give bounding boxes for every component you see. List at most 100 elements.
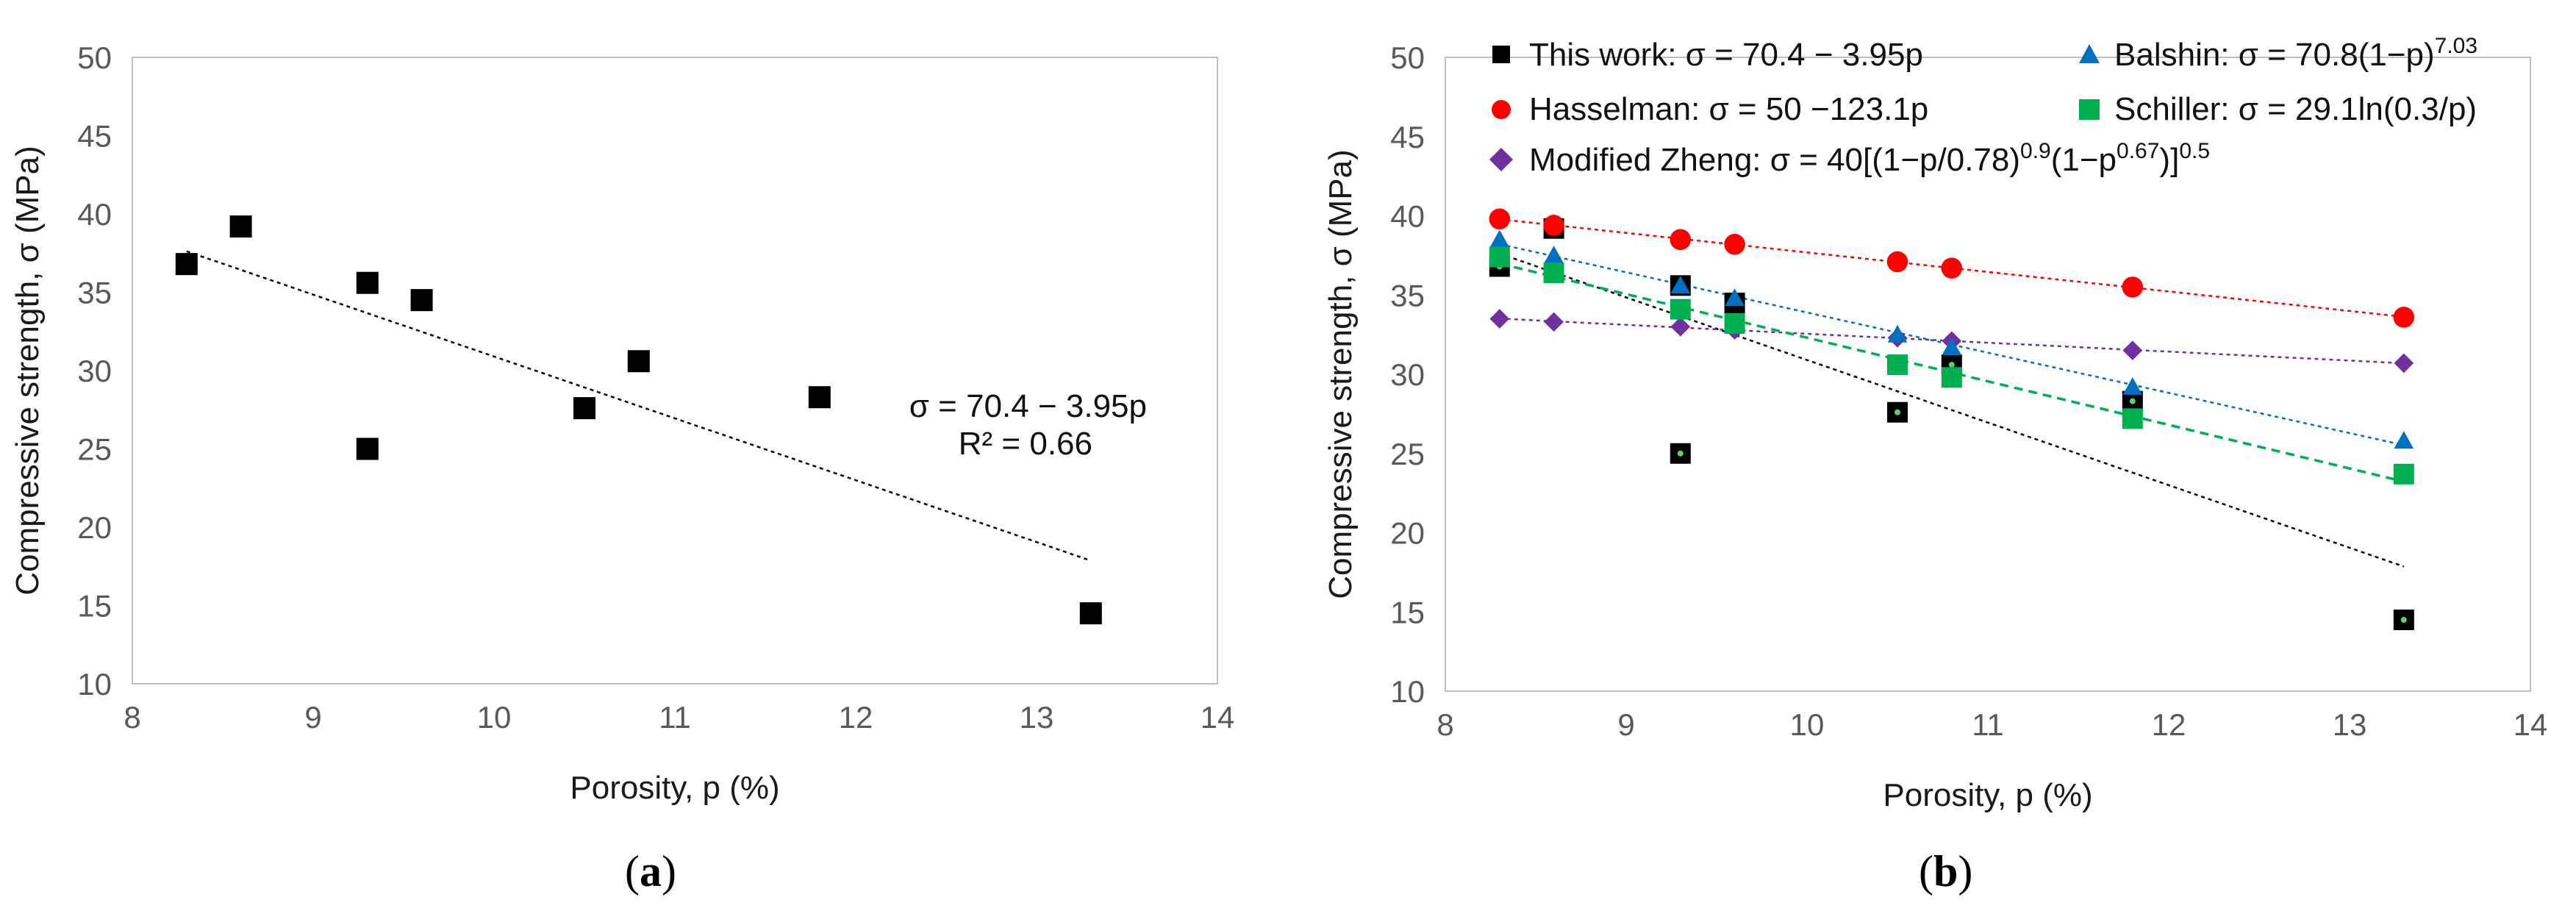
- y-tick-label-45: 45: [1390, 120, 1425, 154]
- panel-a-x-axis-title: Porosity, p (%): [570, 770, 779, 806]
- x-tick-label-14: 14: [2514, 707, 2548, 742]
- panel-b-point-hasselman: [1670, 229, 1692, 251]
- panel-b-point-modified-zheng: [2122, 340, 2143, 360]
- panel-b-point-this-work-center-dot: [2129, 398, 2136, 404]
- panel-b-point-this-work-center-dot: [2400, 617, 2407, 624]
- panel-b-point-modified-zheng: [1670, 317, 1691, 337]
- panel-b-plot-frame: [1445, 57, 2531, 692]
- legend-marker-schiller: [2079, 99, 2100, 120]
- panel-b-point-hasselman: [1543, 215, 1564, 236]
- panel-b-point-schiller: [1489, 246, 1510, 268]
- panel-a-point: [1079, 602, 1102, 625]
- panel-b-point-this-work-center-dot: [1895, 409, 1900, 415]
- x-tick-label-13: 13: [1020, 700, 1054, 735]
- x-tick-label-14: 14: [1201, 700, 1235, 735]
- y-tick-label-15: 15: [1390, 595, 1425, 629]
- y-tick-label-45: 45: [77, 119, 112, 154]
- legend-entry-schiller: Schiller: σ = 29.1ln(0.3/p): [2079, 91, 2477, 127]
- panel-b-point-this-work-center-dot: [1948, 362, 1955, 368]
- panel-b-x-tick-labels: 8 9 10 11 12 13 14: [1437, 707, 2547, 742]
- y-tick-label-15: 15: [77, 589, 112, 624]
- panel-b-fit-line-this-work: [1499, 252, 2405, 568]
- panel-b-points-layer: [1489, 208, 2415, 631]
- panel-b-point-balshin: [1489, 229, 1510, 248]
- panel-a-chart: 10 15 20 25 30 35 40 45 50 8 9 10 11 12 13 14 σ = 70.4…: [10, 40, 1234, 896]
- y-tick-label-50: 50: [1390, 40, 1425, 75]
- panel-b-y-axis-title: Compressive strength, σ (MPa): [1323, 149, 1359, 599]
- panel-b-point-balshin: [1887, 324, 1908, 343]
- panel-b-y-tick-labels: 10 15 20 25 30 35 40 45 50: [1390, 40, 1425, 709]
- x-tick-label-8: 8: [1437, 707, 1453, 742]
- legend-marker-this-work: [1492, 46, 1510, 63]
- panel-a-point: [356, 437, 379, 460]
- legend-label-hasselman: Hasselman: σ = 50 −123.1p: [1529, 91, 1928, 127]
- legend-zheng-sup3: 0.5: [2179, 139, 2210, 163]
- y-tick-label-10: 10: [1390, 674, 1425, 709]
- y-tick-label-30: 30: [77, 354, 112, 388]
- y-tick-label-50: 50: [77, 40, 112, 75]
- panel-b-point-balshin: [1670, 276, 1691, 293]
- panel-a-point: [356, 271, 379, 294]
- panel-a-label: (a): [625, 847, 676, 896]
- x-tick-label-9: 9: [1617, 707, 1634, 742]
- legend-label-balshin: Balshin: σ = 70.8(1−p)7.03: [2114, 34, 2477, 73]
- x-tick-label-11: 11: [659, 700, 691, 735]
- panel-b-label: (b): [1919, 847, 1972, 896]
- x-tick-label-10: 10: [477, 700, 512, 735]
- x-tick-label-11: 11: [1972, 707, 2004, 742]
- panel-b-point-schiller: [2122, 408, 2143, 429]
- y-tick-label-40: 40: [77, 197, 112, 232]
- x-tick-label-13: 13: [2333, 707, 2367, 742]
- panel-a-y-axis-title: Compressive strength, σ (MPa): [10, 146, 46, 596]
- panel-a-trendline: [186, 250, 1092, 562]
- panel-b-point-schiller: [1941, 367, 1962, 388]
- legend-marker-hasselman: [1492, 100, 1511, 119]
- panel-b-point-balshin: [1544, 246, 1564, 264]
- panel-b-point-hasselman: [2122, 276, 2144, 298]
- panel-b-fit-line-schiller: [1499, 262, 2405, 483]
- legend-zheng-part2: (1−p: [2051, 142, 2117, 178]
- legend-zheng-part3: )]: [2159, 142, 2179, 178]
- panel-b-series-hasselman: [1489, 208, 2415, 328]
- panel-b-point-hasselman: [2393, 307, 2415, 328]
- legend-marker-balshin: [2079, 44, 2100, 63]
- panel-a-x-tick-labels: 8 9 10 11 12 13 14: [124, 700, 1234, 735]
- legend-zheng-sup2: 0.67: [2117, 139, 2159, 163]
- panel-a-equation-annotation: σ = 70.4 − 3.95p: [909, 388, 1147, 424]
- panel-a-r2-annotation: R² = 0.66: [959, 426, 1092, 462]
- panel-b-point-schiller: [1724, 313, 1745, 335]
- panel-b-point-hasselman: [1886, 251, 1908, 273]
- panel-b-point-schiller: [1543, 262, 1564, 284]
- panel-b-x-axis-title: Porosity, p (%): [1883, 777, 2092, 813]
- legend-balshin-main: Balshin: σ = 70.8(1−p): [2114, 37, 2435, 73]
- panel-a-point: [229, 215, 252, 238]
- y-tick-label-10: 10: [77, 667, 112, 701]
- panel-b-series-balshin: [1489, 229, 2414, 449]
- panel-b-point-schiller: [1670, 299, 1691, 320]
- x-tick-label-9: 9: [304, 700, 321, 735]
- panel-b-fit-line-hasselman: [1499, 218, 2404, 318]
- panel-b-point-balshin: [1725, 288, 1745, 307]
- panel-a-point: [808, 386, 831, 409]
- legend-label-modified-zheng: Modified Zheng: σ = 40[(1−p/0.78)0.9(1−p…: [1529, 139, 2210, 178]
- legend-label-this-work: This work: σ = 70.4 − 3.95p: [1529, 37, 1923, 73]
- x-tick-label-8: 8: [124, 700, 140, 735]
- panel-b-point-hasselman: [1941, 257, 1963, 279]
- panel-a-trendline-layer: [186, 250, 1092, 562]
- panel-a-plot-frame: [132, 57, 1218, 685]
- panel-a-point: [410, 289, 433, 312]
- panel-b-point-schiller: [1887, 354, 1908, 376]
- panel-a-point: [627, 350, 650, 373]
- legend-entry-balshin: Balshin: σ = 70.8(1−p)7.03: [2079, 34, 2477, 73]
- panel-b-point-balshin: [2394, 431, 2414, 449]
- panel-b-point-modified-zheng: [1489, 309, 1510, 329]
- panel-b-point-this-work-center-dot: [1677, 450, 1684, 457]
- panel-b-legend: This work: σ = 70.4 − 3.95p Hasselman: σ…: [1489, 34, 2477, 178]
- y-tick-label-35: 35: [1390, 278, 1425, 312]
- panel-b-point-modified-zheng: [2394, 353, 2414, 374]
- panel-a-point: [175, 253, 198, 276]
- panel-a-point: [573, 397, 595, 420]
- y-tick-label-20: 20: [1390, 516, 1425, 551]
